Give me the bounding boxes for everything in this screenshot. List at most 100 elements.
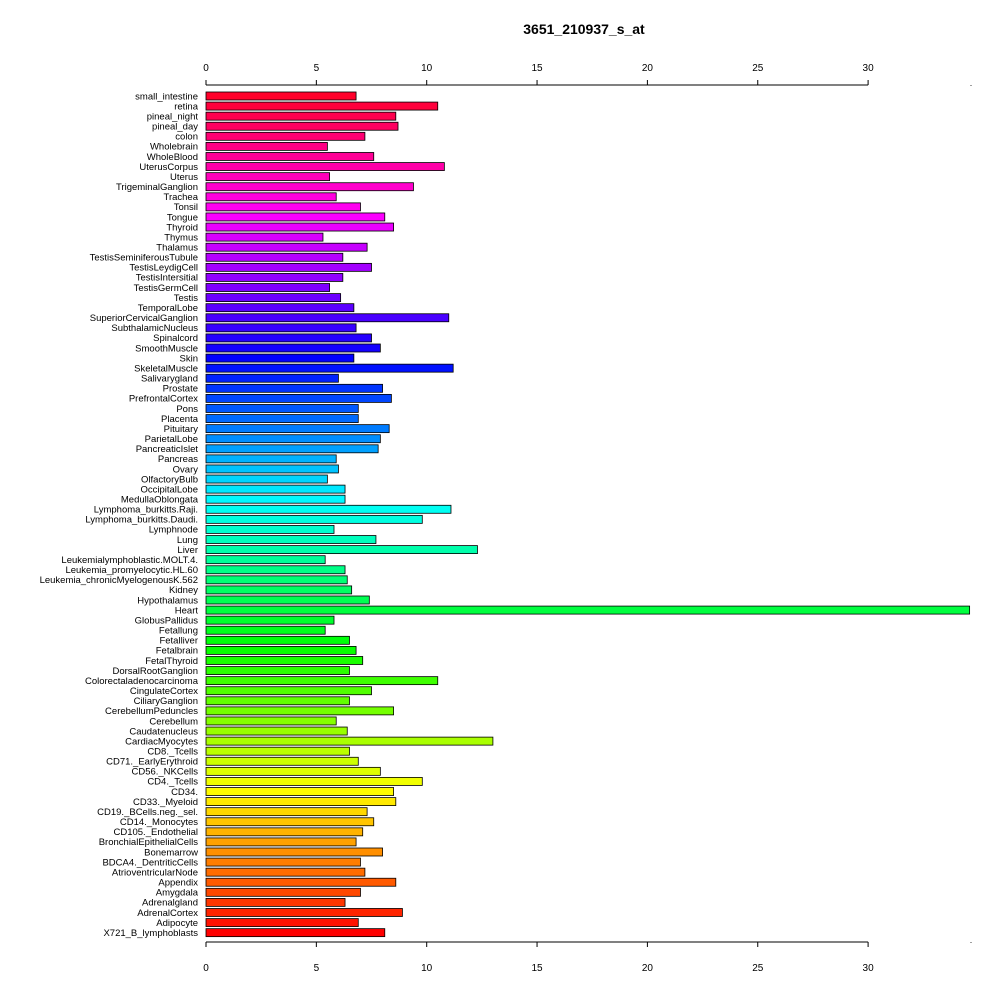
bottom-axis-tick-label: 10 — [421, 963, 433, 974]
category-label: Colorectaladenocarcinoma — [85, 676, 199, 687]
bar — [205, 192, 337, 202]
category-label: GlobusPallidus — [135, 615, 199, 626]
category-label: PancreaticIslet — [136, 444, 199, 455]
category-label: DorsalRootGanglion — [112, 666, 198, 677]
bar — [205, 918, 359, 927]
bar — [205, 414, 359, 423]
category-label: BronchialEpithelialCells — [99, 837, 199, 848]
bar — [205, 141, 328, 151]
category-label: Trachea — [164, 192, 199, 203]
bar — [205, 746, 350, 756]
category-label: Liver — [177, 545, 198, 556]
bar — [205, 262, 372, 272]
bar — [205, 121, 399, 131]
bar — [205, 807, 368, 817]
category-label: Tonsil — [174, 202, 198, 213]
bar — [205, 646, 357, 655]
bar — [205, 293, 342, 303]
category-label: Prostate — [163, 384, 198, 395]
category-label: Pituitary — [164, 424, 199, 435]
bar — [205, 474, 328, 484]
category-label: Salivarygland — [141, 374, 198, 385]
bar — [205, 656, 364, 665]
bar — [205, 565, 346, 575]
bar — [205, 242, 368, 252]
category-label: Lung — [177, 535, 198, 546]
category-label: TestisIntersitial — [136, 273, 198, 284]
bottom-axis-tick-label: 15 — [531, 963, 543, 974]
top-axis-tick-label: 30 — [863, 63, 875, 74]
category-label: CD71._EarlyErythroid — [106, 757, 198, 768]
bar — [205, 494, 346, 504]
category-label: AtrioventricularNode — [112, 867, 198, 878]
category-labels-layer: small_intestineretinapineal_nightpineal_… — [40, 91, 199, 939]
top-axis-tick-label: 15 — [531, 63, 543, 74]
bottom-axis-tick-label: 5 — [314, 963, 320, 974]
category-label: Leukemia_promyelocytic.HL.60 — [65, 565, 198, 576]
category-label: CiliaryGanglion — [134, 696, 198, 707]
bar — [205, 847, 383, 857]
bar — [205, 91, 357, 101]
category-label: Thymus — [164, 232, 198, 243]
bar — [205, 696, 350, 706]
category-label: Amygdala — [156, 888, 199, 899]
bar — [205, 887, 361, 897]
category-label: BDCA4._DentriticCells — [102, 857, 198, 868]
bar — [205, 373, 339, 383]
category-label: Thyroid — [166, 222, 198, 233]
category-label: Pancreas — [158, 454, 198, 465]
bar — [205, 212, 386, 222]
category-label: pineal_night — [147, 111, 199, 122]
bar — [205, 464, 339, 474]
category-label: CD4._Tcells — [147, 777, 198, 788]
bar — [205, 726, 348, 736]
bar — [205, 333, 372, 343]
category-label: TemporalLobe — [138, 303, 198, 314]
bar — [205, 152, 375, 161]
bar — [205, 454, 337, 464]
category-label: Spinalcord — [153, 333, 198, 344]
bar — [205, 545, 478, 554]
bar — [205, 313, 450, 323]
bar — [205, 273, 344, 282]
bar — [205, 343, 381, 353]
category-label: Fetallung — [159, 626, 198, 637]
category-label: OccipitalLobe — [140, 484, 198, 495]
category-label: OlfactoryBulb — [141, 474, 198, 485]
bar — [205, 706, 395, 716]
bottom-axis-tick-label: 20 — [642, 963, 654, 974]
category-label: Skin — [180, 353, 198, 364]
category-label: CD105._Endothelial — [113, 827, 198, 838]
category-label: pineal_day — [152, 122, 198, 133]
bar — [205, 908, 403, 917]
category-label: Fetalliver — [159, 636, 198, 647]
bar — [205, 676, 439, 686]
bar — [205, 283, 330, 292]
category-label: Uterus — [170, 172, 198, 183]
bar — [205, 182, 414, 192]
category-label: Adrenalgland — [142, 898, 198, 909]
bar — [205, 504, 452, 514]
category-label: Fetalbrain — [156, 646, 198, 657]
category-label: Heart — [175, 605, 199, 616]
bar — [205, 686, 372, 696]
bar — [205, 837, 357, 847]
bar — [205, 867, 366, 877]
bar — [205, 525, 335, 534]
category-label: Leukemialymphoblastic.MOLT.4. — [61, 555, 198, 566]
category-label: small_intestine — [135, 91, 198, 102]
category-label: WholeBlood — [147, 152, 198, 163]
bar — [205, 252, 344, 262]
bottom-axis-tick-label: 0 — [203, 963, 209, 974]
axes-layer: 0 5 10 15 20 25 30 0 5 10 15 20 25 30 — [203, 63, 972, 974]
bar — [205, 635, 350, 645]
bar — [205, 232, 324, 242]
bar — [205, 162, 445, 171]
category-label: TestisSeminiferousTubule — [90, 253, 198, 264]
bar — [205, 756, 359, 766]
category-label: retina — [174, 101, 198, 112]
category-label: Caudatenucleus — [129, 726, 198, 737]
bar — [205, 383, 383, 393]
category-label: CardiacMyocytes — [125, 736, 198, 747]
